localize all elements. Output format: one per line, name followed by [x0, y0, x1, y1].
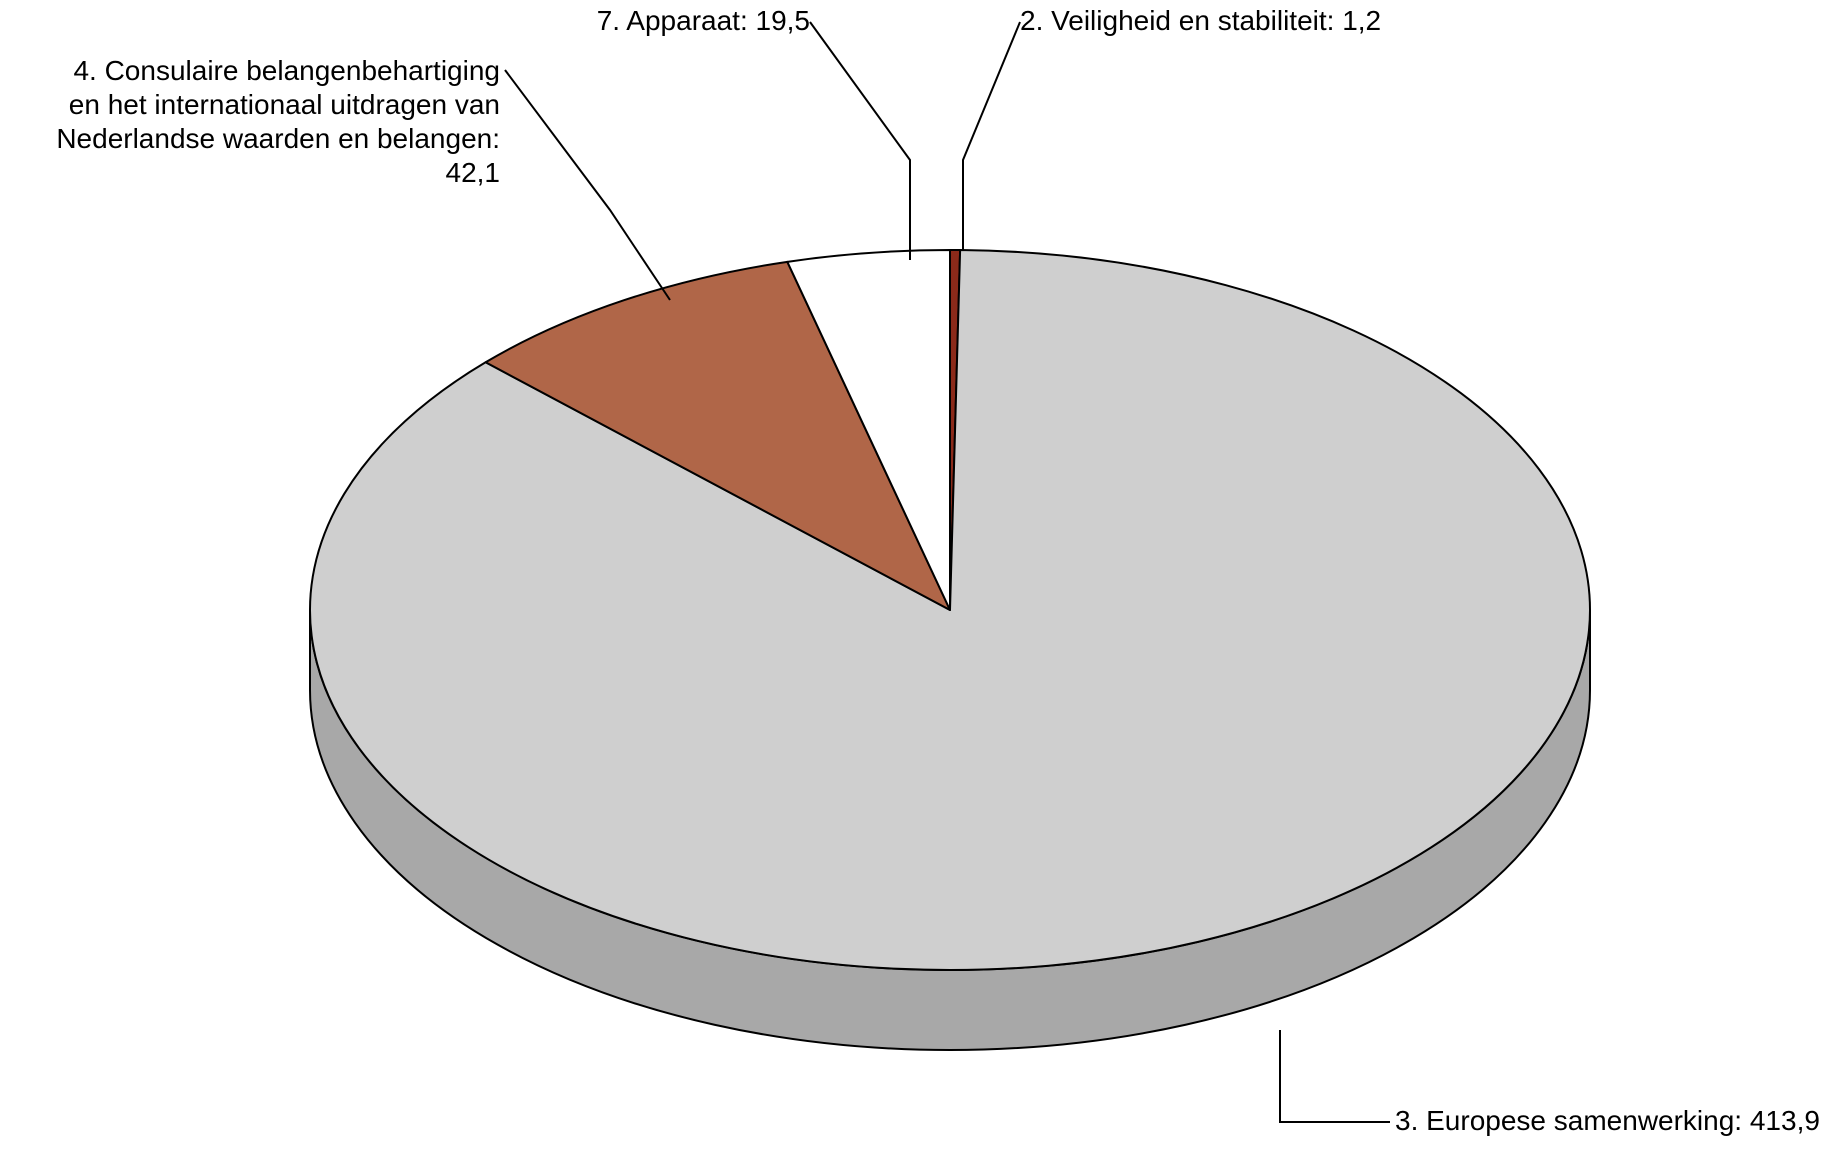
- leader-line: [505, 70, 670, 300]
- leader-line: [963, 22, 1020, 250]
- leader-line: [810, 22, 910, 260]
- label-consulaire: 4. Consulaire belangenbehartigingen het …: [56, 55, 500, 188]
- pie-chart: 7. Apparaat: 19,5 2. Veiligheid en stabil…: [0, 0, 1848, 1150]
- label-apparaat: 7. Apparaat: 19,5: [597, 5, 810, 36]
- label-europese: 3. Europese samenwerking: 413,9: [1395, 1105, 1820, 1136]
- label-veiligheid: 2. Veiligheid en stabiliteit: 1,2: [1020, 5, 1381, 36]
- leader-line: [1280, 1030, 1390, 1122]
